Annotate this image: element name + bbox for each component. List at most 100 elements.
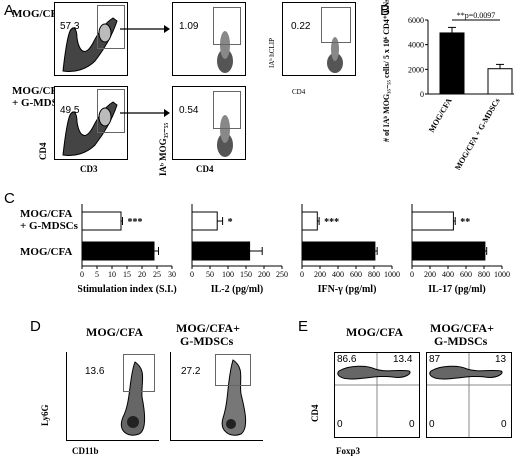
- facs-dotplot-icon: [217, 31, 233, 73]
- x-tick-label: 30: [168, 270, 176, 279]
- x-tick-label: 800: [478, 270, 490, 279]
- category-label: MOG/CFA + G-MDSCs: [453, 97, 502, 171]
- panel-d-facs-gmdsc: 27.2: [170, 352, 263, 441]
- gate-box: [97, 5, 125, 49]
- gate-box: [97, 89, 125, 133]
- x-tick-label: 400: [442, 270, 454, 279]
- x-tick-label: 0: [410, 270, 414, 279]
- quadrant-ll: 0: [429, 419, 435, 430]
- significance-marker: ***: [324, 217, 339, 228]
- panel-d-title-2b: G-MDSCs: [180, 334, 234, 348]
- x-axis-label: IFN-γ (pg/ml): [318, 284, 377, 295]
- panel-d-xlabel: CD11b: [72, 446, 99, 456]
- facs-dotplot-icon: [327, 37, 343, 73]
- facs-quadrant-icon: [427, 353, 511, 437]
- x-tick-label: 20: [138, 270, 146, 279]
- facs-quadrant-icon: [335, 353, 419, 437]
- axis-label-iab-mog: IAᵇ MOG₃₅₋₅₅: [158, 122, 168, 176]
- panel-e-facs-gmdsc: 87 13 0 0: [426, 352, 512, 438]
- facs-contour-icon: [62, 101, 118, 156]
- panel-c-row1-label-2: + G-MDSCs: [20, 220, 78, 232]
- panel-a-row2-label-1: MOG/CFA: [12, 85, 65, 97]
- x-axis-label: Stimulation index (S.I.): [78, 284, 177, 295]
- panel-e-title-2b: G-MDSCs: [434, 334, 488, 348]
- axis-label-cd3: CD3: [80, 164, 98, 174]
- axis-label-iab-hclip: IAᵇ hCLIP: [268, 38, 276, 68]
- panel-c-row2-label: MOG/CFA: [20, 246, 73, 258]
- gate-value: 1.09: [179, 21, 199, 32]
- panel-c-row1-label-1: MOG/CFA: [20, 208, 73, 220]
- x-tick-label: 25: [153, 270, 161, 279]
- panel-e-ylabel: CD4: [310, 404, 320, 423]
- quadrant-ur: 13: [495, 354, 507, 365]
- gate-value: 49.5: [60, 105, 80, 116]
- gate-value: 13.6: [85, 366, 105, 377]
- quadrant-ul: 86.6: [337, 354, 357, 365]
- x-tick-label: 1000: [384, 270, 400, 279]
- x-tick-label: 1000: [494, 270, 510, 279]
- x-tick-label: 0: [80, 270, 84, 279]
- bar: [439, 32, 465, 95]
- x-tick-label: 200: [314, 270, 326, 279]
- axis-label-cd4-bottom: CD4: [196, 164, 214, 174]
- y-tick-label: 0: [420, 90, 424, 99]
- x-tick-label: 100: [222, 270, 234, 279]
- gate-value: 0.22: [291, 21, 311, 32]
- facs-dotplot-icon: [217, 115, 233, 157]
- panel-a-facs-cd3-cd4-bottom: 49.5: [54, 86, 128, 160]
- gate-box: [213, 91, 241, 129]
- panel-a-letter: A: [4, 2, 15, 19]
- panel-d-title-1: MOG/CFA: [86, 325, 144, 339]
- x-axis-label: IL-17 (pg/ml): [428, 284, 486, 295]
- y-tick-label: 4000: [408, 41, 424, 50]
- x-tick-label: 400: [332, 270, 344, 279]
- bar: [81, 211, 122, 231]
- bar: [411, 241, 486, 261]
- arrow-icon: [120, 20, 170, 38]
- gate-value: 0.54: [179, 105, 199, 116]
- panel-e-title-1: MOG/CFA: [346, 325, 404, 339]
- bar: [301, 241, 376, 261]
- gate-box: [213, 7, 241, 45]
- gate-box: [123, 354, 155, 392]
- x-tick-label: 200: [258, 270, 270, 279]
- x-tick-label: 600: [460, 270, 472, 279]
- panel-d-title-2a: MOG/CFA+: [176, 321, 240, 335]
- x-tick-label: 0: [190, 270, 194, 279]
- panel-e-title-2a: MOG/CFA+: [430, 321, 494, 335]
- axis-label-cd4: CD4: [292, 88, 306, 96]
- bar: [487, 68, 513, 95]
- panel-d-letter: D: [30, 318, 41, 335]
- panel-b-letter: B: [380, 2, 391, 19]
- quadrant-ur: 13.4: [393, 354, 413, 365]
- bar: [411, 211, 454, 231]
- category-label: MOG/CFA: [427, 96, 454, 134]
- bar: [81, 241, 155, 261]
- significance-marker: **: [460, 217, 470, 228]
- facs-contour-icon: [221, 359, 247, 436]
- axis-label-cd4-left: CD4: [38, 142, 48, 161]
- panel-e-xlabel: Foxp3: [336, 446, 361, 456]
- y-tick-label: 2000: [408, 65, 424, 74]
- significance-marker: *: [228, 217, 233, 228]
- x-tick-label: 800: [368, 270, 380, 279]
- panel-a-facs-iab-bottom: 0.54: [172, 86, 246, 160]
- x-tick-label: 200: [424, 270, 436, 279]
- x-tick-label: 150: [240, 270, 252, 279]
- x-tick-label: 600: [350, 270, 362, 279]
- panel-a-facs-iab-top: 1.09: [172, 2, 246, 76]
- x-tick-label: 50: [206, 270, 214, 279]
- p-value: **p=0.0097: [457, 11, 496, 20]
- gate-box: [215, 354, 251, 386]
- x-tick-label: 0: [300, 270, 304, 279]
- panel-e-letter: E: [298, 318, 309, 335]
- bar: [191, 241, 251, 261]
- facs-contour-icon: [121, 361, 146, 436]
- x-tick-label: 15: [123, 270, 131, 279]
- bar: [191, 211, 218, 231]
- x-axis-label: IL-2 (pg/ml): [211, 284, 264, 295]
- quadrant-ll: 0: [337, 419, 343, 430]
- panel-e-facs-mogcfa: 86.6 13.4 0 0: [334, 352, 420, 438]
- arrow-icon: [120, 104, 170, 122]
